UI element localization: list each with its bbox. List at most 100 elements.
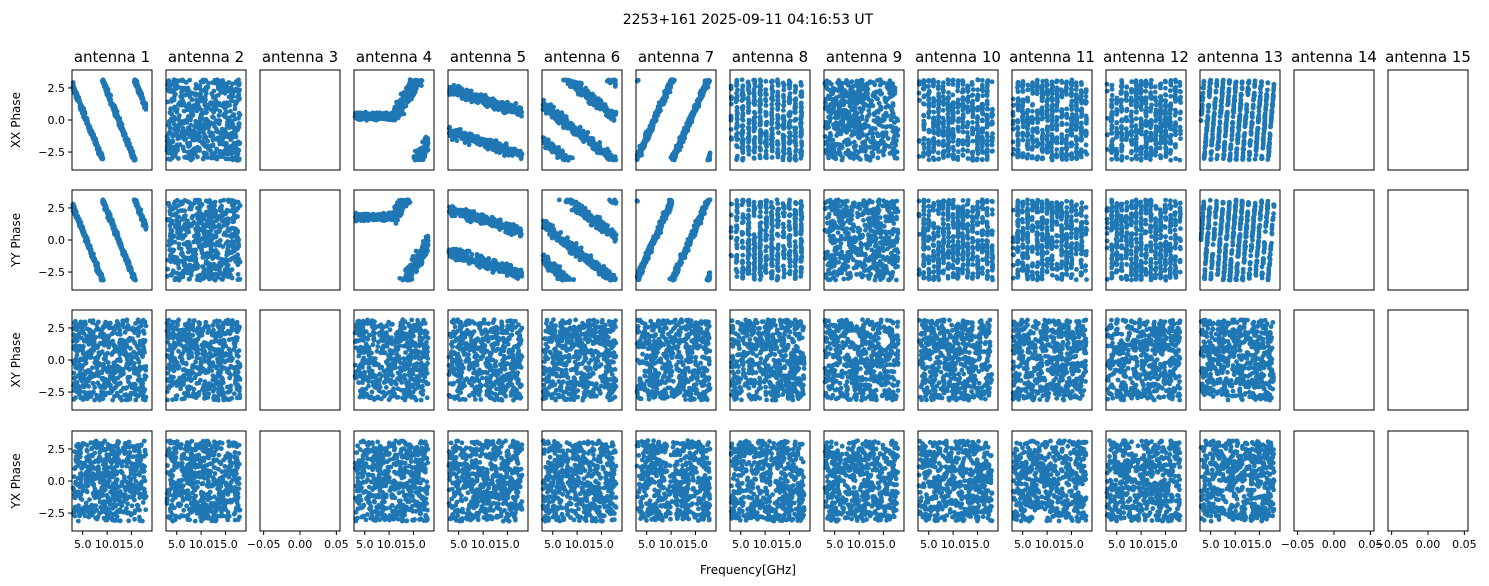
data-point (228, 90, 234, 95)
data-point (212, 124, 218, 129)
data-point (233, 460, 239, 465)
data-point (133, 443, 139, 449)
scatter-points (70, 317, 149, 403)
data-point (90, 256, 96, 262)
data-point (113, 502, 118, 507)
data-point (143, 507, 149, 513)
data-point (216, 357, 222, 362)
data-point (142, 448, 148, 454)
data-point (187, 77, 193, 83)
data-point (89, 463, 95, 469)
data-point (233, 86, 239, 92)
data-point (170, 473, 176, 478)
axes-frame (259, 309, 341, 411)
data-point (176, 501, 182, 506)
data-point (168, 106, 174, 112)
data-point (178, 121, 184, 127)
data-point (127, 374, 133, 380)
data-point (170, 271, 175, 277)
data-point (103, 338, 109, 343)
data-point (117, 497, 122, 502)
data-point (187, 128, 192, 134)
data-point (184, 440, 190, 445)
data-point (236, 121, 242, 127)
data-point (166, 200, 171, 206)
data-point (78, 492, 84, 497)
data-point (203, 319, 209, 325)
data-point (137, 518, 143, 523)
data-point (180, 344, 186, 350)
data-point (166, 122, 171, 128)
data-point (172, 356, 178, 361)
data-point (97, 499, 103, 505)
data-point (174, 197, 180, 203)
data-point (168, 515, 173, 521)
data-point (126, 455, 131, 461)
data-point (195, 102, 201, 107)
data-point (85, 368, 91, 373)
data-point (177, 271, 183, 277)
data-point (140, 486, 146, 491)
panel-antenna-3-xy-phase (259, 309, 341, 411)
data-point (211, 327, 216, 333)
data-point (172, 127, 178, 133)
data-point (228, 372, 234, 378)
data-point (199, 481, 205, 487)
data-point (228, 118, 234, 124)
data-point (92, 384, 98, 390)
data-point (191, 495, 197, 501)
data-point (122, 137, 128, 142)
data-point (130, 152, 136, 158)
data-point (114, 454, 120, 460)
y-tick-label: 0.0 (48, 234, 66, 247)
data-point (179, 236, 185, 241)
data-point (87, 330, 93, 336)
data-point (102, 438, 108, 444)
data-point (105, 212, 111, 218)
data-point (178, 227, 184, 233)
data-point (191, 106, 197, 111)
data-point (207, 350, 213, 356)
data-point (234, 471, 239, 477)
data-point (87, 457, 92, 463)
data-point (196, 232, 201, 238)
data-point (110, 492, 116, 498)
data-point (234, 141, 240, 146)
data-point (86, 472, 92, 478)
data-point (208, 449, 214, 454)
data-point (103, 354, 108, 359)
data-point (81, 488, 86, 493)
data-point (98, 328, 104, 334)
data-point (108, 97, 114, 103)
data-point (103, 204, 109, 210)
data-point (217, 238, 223, 243)
data-point (81, 108, 87, 114)
data-point (131, 272, 137, 277)
data-point (124, 318, 130, 324)
scatter-points (164, 317, 243, 403)
data-point (172, 457, 178, 463)
data-point (176, 102, 182, 108)
y-tick-label: −2.5 (38, 507, 65, 520)
data-point (185, 321, 191, 326)
data-point (179, 442, 184, 447)
data-point (237, 276, 243, 282)
x-tick-label: 15.0 (213, 538, 238, 551)
data-point (79, 373, 84, 379)
data-point (132, 370, 138, 375)
data-point (114, 383, 120, 388)
data-point (119, 469, 125, 475)
data-point (187, 205, 193, 211)
data-point (209, 518, 215, 524)
data-point (131, 349, 137, 355)
data-point (170, 330, 176, 336)
data-point (230, 255, 236, 261)
data-point (206, 360, 212, 366)
data-point (132, 516, 138, 522)
data-point (236, 244, 242, 249)
data-point (188, 112, 194, 118)
data-point (111, 360, 117, 366)
data-point (177, 375, 183, 381)
data-point (228, 358, 234, 363)
data-point (186, 347, 192, 352)
